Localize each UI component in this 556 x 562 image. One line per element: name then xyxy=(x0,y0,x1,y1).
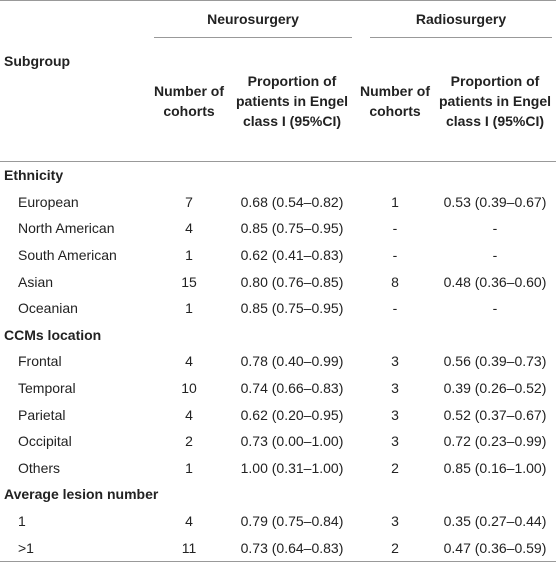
cell: 0.52 (0.37–0.67) xyxy=(443,406,547,423)
data-row: Temporal 10 0.74 (0.66–0.83) 3 0.39 (0.26–0.… xyxy=(0,375,556,402)
group-header: Radiosurgery xyxy=(356,0,556,41)
cell: 7 xyxy=(185,193,193,210)
cell: 3 xyxy=(391,380,399,397)
data-row: Asian 15 0.80 (0.76–0.85) 8 0.48 (0.36–0.60) xyxy=(0,268,556,295)
data-row: South American 1 0.62 (0.41–0.83) - - xyxy=(0,242,556,269)
group-header-row: Neurosurgery Radiosurgery xyxy=(0,0,556,41)
data-row: 1 4 0.79 (0.75–0.84) 3 0.35 (0.27–0.44) xyxy=(0,508,556,535)
row-label: South American xyxy=(18,247,117,264)
cell: 2 xyxy=(185,433,193,450)
cell: 1 xyxy=(185,459,193,476)
section-title: Ethnicity xyxy=(4,167,64,184)
column-header: Subgroup xyxy=(0,41,150,162)
cell: 15 xyxy=(181,273,197,290)
cell: 0.73 (0.00–1.00) xyxy=(240,433,344,450)
cell: 4 xyxy=(185,513,193,530)
row-label: Frontal xyxy=(18,353,62,370)
row-label: North American xyxy=(18,220,115,237)
cell: 0.62 (0.20–0.95) xyxy=(240,406,344,423)
cell: 3 xyxy=(391,513,399,530)
cell: 4 xyxy=(185,220,193,237)
cell: 0.85 (0.75–0.95) xyxy=(240,300,344,317)
cell: 4 xyxy=(185,353,193,370)
row-label: Parietal xyxy=(18,406,66,423)
row-label: Oceanian xyxy=(18,300,78,317)
group-label: Radiosurgery xyxy=(370,5,552,38)
cell: 0.56 (0.39–0.73) xyxy=(443,353,547,370)
data-row: North American 4 0.85 (0.75–0.95) - - xyxy=(0,215,556,242)
cell: 2 xyxy=(391,459,399,476)
section-title: Average lesion number xyxy=(4,486,159,503)
column-header-row: Subgroup Number of cohorts Proportion of… xyxy=(0,41,556,162)
cell: - xyxy=(492,300,498,317)
cell: 0.85 (0.75–0.95) xyxy=(240,220,344,237)
row-label: Asian xyxy=(18,273,54,290)
cell: 0.39 (0.26–0.52) xyxy=(443,380,547,397)
row-label: European xyxy=(18,193,79,210)
cell: - xyxy=(492,247,498,264)
group-header: Neurosurgery xyxy=(150,0,356,41)
cell: 0.35 (0.27–0.44) xyxy=(443,513,547,530)
data-row: Oceanian 1 0.85 (0.75–0.95) - - xyxy=(0,295,556,322)
spacer xyxy=(0,0,150,41)
cell: 10 xyxy=(181,380,197,397)
cell: 3 xyxy=(391,406,399,423)
cell: - xyxy=(492,220,498,237)
group-label: Neurosurgery xyxy=(154,5,352,38)
cell: 0.80 (0.76–0.85) xyxy=(240,273,344,290)
cell: 4 xyxy=(185,406,193,423)
cell: - xyxy=(392,247,398,264)
cell: 3 xyxy=(391,353,399,370)
cell: 1 xyxy=(185,247,193,264)
cell: - xyxy=(392,300,398,317)
column-header: Number of cohorts xyxy=(356,41,434,162)
row-label: 1 xyxy=(18,513,26,530)
cell: 0.53 (0.39–0.67) xyxy=(443,193,547,210)
column-header: Number of cohorts xyxy=(150,41,228,162)
cell: 0.72 (0.23–0.99) xyxy=(443,433,547,450)
section-row: Ethnicity xyxy=(0,162,556,189)
data-row: Occipital 2 0.73 (0.00–1.00) 3 0.72 (0.23–0.… xyxy=(0,428,556,455)
row-label: Occipital xyxy=(18,433,72,450)
data-row: European 7 0.68 (0.54–0.82) 1 0.53 (0.39–0.6… xyxy=(0,189,556,216)
cell: - xyxy=(392,220,398,237)
data-row: Others 1 1.00 (0.31–1.00) 2 0.85 (0.16–1.00) xyxy=(0,455,556,482)
cell: 0.78 (0.40–0.99) xyxy=(240,353,344,370)
cell: 3 xyxy=(391,433,399,450)
column-header: Proportion of patients in Engel class I … xyxy=(228,41,356,162)
cell: 0.68 (0.54–0.82) xyxy=(240,193,344,210)
cell: 8 xyxy=(391,273,399,290)
data-row: Frontal 4 0.78 (0.40–0.99) 3 0.56 (0.39–0.73… xyxy=(0,348,556,375)
row-label: Temporal xyxy=(18,380,76,397)
section-title: CCMs location xyxy=(4,326,102,343)
cell: 0.85 (0.16–1.00) xyxy=(443,459,547,476)
data-row: Parietal 4 0.62 (0.20–0.95) 3 0.52 (0.37–0.6… xyxy=(0,401,556,428)
cell: 1 xyxy=(185,300,193,317)
cell: 1 xyxy=(391,193,399,210)
cell: 0.74 (0.66–0.83) xyxy=(240,380,344,397)
section-row: CCMs location xyxy=(0,322,556,349)
column-header: Proportion of patients in Engel class I … xyxy=(434,41,556,162)
section-row: Average lesion number xyxy=(0,481,556,508)
cell: 0.48 (0.36–0.60) xyxy=(443,273,547,290)
cell: 0.62 (0.41–0.83) xyxy=(240,247,344,264)
row-label: Others xyxy=(18,459,61,476)
cell: 0.79 (0.75–0.84) xyxy=(240,513,344,530)
cell: 1.00 (0.31–1.00) xyxy=(240,459,344,476)
